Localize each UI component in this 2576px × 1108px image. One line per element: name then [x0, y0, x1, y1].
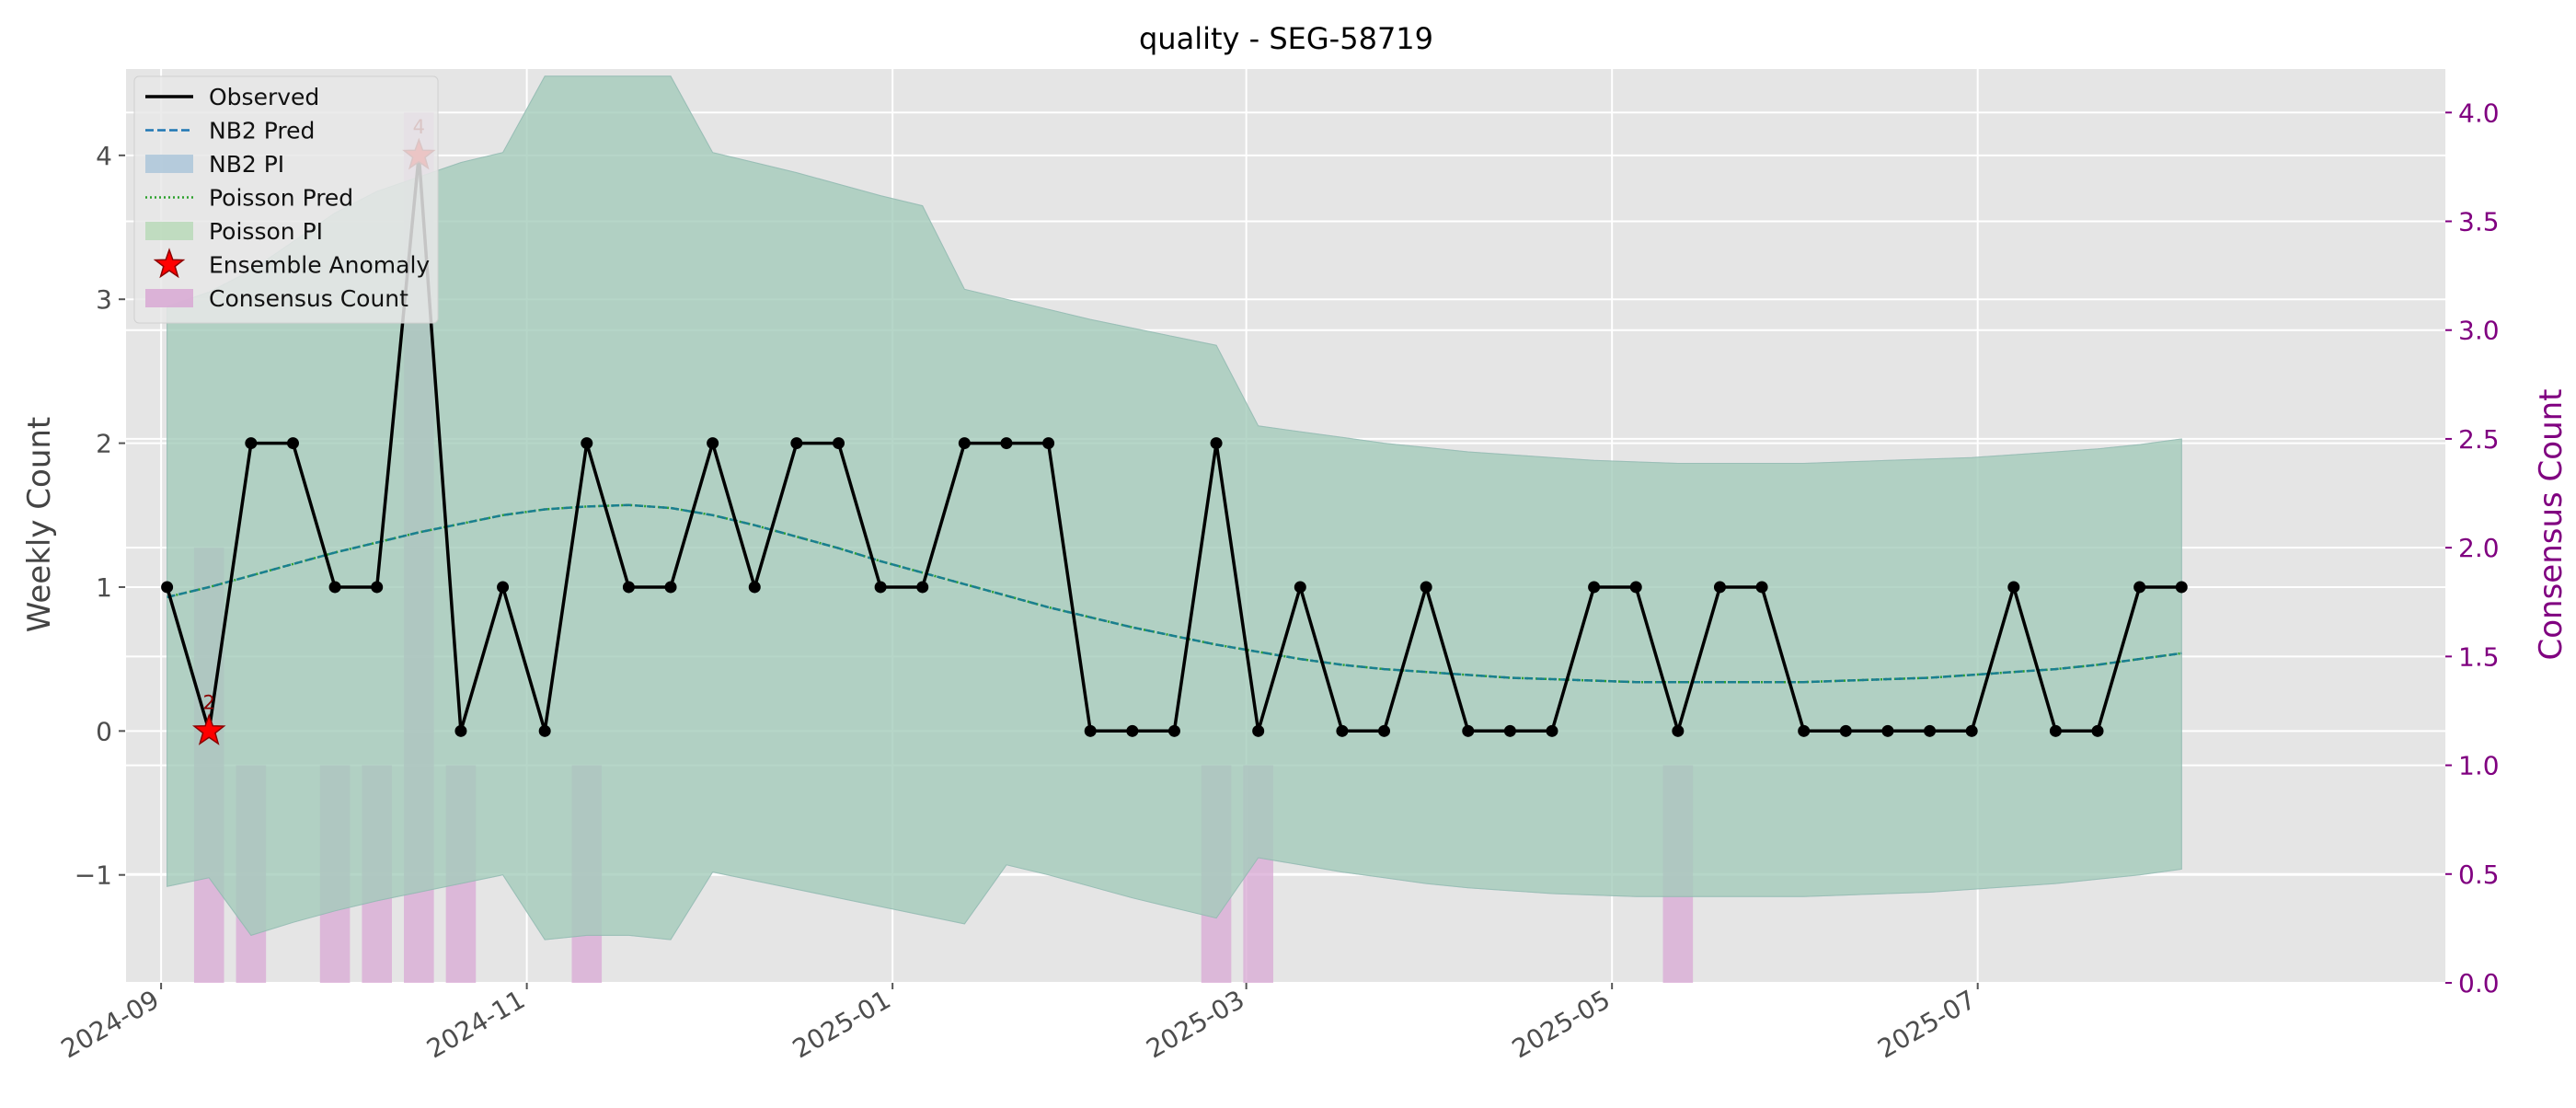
nb2-pred-line: [167, 503, 2182, 684]
poisson-pi-band: [167, 75, 2182, 941]
observed-point: [1252, 724, 1265, 737]
legend-consensus-handle: [145, 289, 193, 307]
y-axis-label: Weekly Count: [21, 417, 58, 633]
observed-point: [371, 581, 384, 594]
y-tick-label: 3: [96, 284, 112, 315]
legend-label: Consensus Count: [209, 285, 408, 312]
poisson-pred-line: [167, 503, 2182, 684]
legend-anomaly-handle: [153, 248, 186, 279]
observed-point: [1462, 724, 1475, 737]
observed-point: [1546, 724, 1558, 737]
legend-nb2-pi-handle: [145, 155, 193, 173]
observed-point: [1672, 724, 1685, 737]
y2-tick-label: 0.0: [2458, 968, 2500, 998]
observed-point: [832, 437, 845, 450]
observed-point: [664, 581, 677, 594]
prediction-intervals: [167, 75, 2182, 941]
legend-label: Poisson PI: [209, 218, 323, 245]
y-tick-label: 2: [96, 429, 112, 459]
observed-point: [748, 581, 761, 594]
legend-label: Ensemble Anomaly: [209, 252, 430, 279]
y-tick-label: 0: [96, 716, 112, 746]
y-tick-label: 4: [96, 141, 112, 171]
y2-tick-label: 4.0: [2458, 98, 2500, 128]
observed-point: [1042, 437, 1055, 450]
observed-point: [790, 437, 803, 450]
x-tick-label: 2025-03: [1141, 984, 1249, 1064]
anomaly-label: 2: [203, 691, 215, 713]
observed-point: [916, 581, 929, 594]
observed-point: [1336, 724, 1349, 737]
observed-point: [161, 581, 174, 594]
observed-point: [1965, 724, 1978, 737]
observed-point: [1378, 724, 1391, 737]
observed-point: [1839, 724, 1852, 737]
observed-point: [286, 437, 299, 450]
observed-point: [2049, 724, 2062, 737]
observed-point: [1755, 581, 1768, 594]
y2-axis-label: Consensus Count: [2533, 388, 2570, 660]
observed-point: [1881, 724, 1894, 737]
observed-point: [2007, 581, 2020, 594]
observed-point: [2175, 581, 2188, 594]
y2-tick-label: 2.5: [2458, 424, 2500, 455]
observed-point: [1798, 724, 1811, 737]
legend-label: Observed: [209, 84, 319, 110]
observed-point: [1924, 724, 1937, 737]
observed-point: [1713, 581, 1726, 594]
observed-point: [958, 437, 971, 450]
observed-point: [497, 581, 510, 594]
legend-label: NB2 Pred: [209, 118, 315, 144]
legend-poisson-pi-handle: [145, 222, 193, 240]
y2-tick-label: 1.5: [2458, 641, 2500, 672]
chart-title: quality - SEG-58719: [1139, 21, 1433, 56]
observed-point: [581, 437, 593, 450]
observed-point: [874, 581, 887, 594]
observed-point: [1588, 581, 1601, 594]
y2-tick-label: 1.0: [2458, 751, 2500, 781]
x-tick-label: 2025-01: [788, 984, 896, 1064]
legend-label: Poisson Pred: [209, 185, 353, 212]
observed-point: [1420, 581, 1432, 594]
y-tick-label: 1: [96, 572, 112, 603]
observed-point: [707, 437, 719, 450]
observed-point: [1294, 581, 1306, 594]
legend-box: [133, 75, 439, 324]
observed-point: [1126, 724, 1139, 737]
anomaly-star: [192, 713, 226, 745]
observed-point: [538, 724, 551, 737]
observed-point: [2133, 581, 2146, 594]
x-tick-label: 2025-07: [1872, 984, 1981, 1064]
x-tick-label: 2024-11: [421, 984, 530, 1064]
y2-tick-label: 3.0: [2458, 316, 2500, 346]
observed-point: [1629, 581, 1642, 594]
y2-tick-label: 0.5: [2458, 860, 2500, 890]
observed-point: [2091, 724, 2104, 737]
x-tick-label: 2025-05: [1507, 984, 1616, 1064]
observed-point: [454, 724, 467, 737]
x-tick-label: 2024-09: [56, 984, 165, 1064]
observed-points: [161, 149, 2188, 737]
legend-label: NB2 PI: [209, 151, 284, 178]
observed-point: [1210, 437, 1223, 450]
observed-point: [1084, 724, 1097, 737]
y2-tick-label: 3.5: [2458, 207, 2500, 237]
observed-point: [328, 581, 341, 594]
observed-point: [245, 437, 258, 450]
observed-point: [1000, 437, 1013, 450]
y-tick-label: −1: [75, 860, 112, 891]
observed-point: [1503, 724, 1516, 737]
legend: Observed NB2 Pred NB2 PI Poisson Pred Poisso…: [133, 75, 439, 324]
observed-point: [622, 581, 635, 594]
y2-tick-label: 2.0: [2458, 533, 2500, 563]
observed-point: [1167, 724, 1180, 737]
